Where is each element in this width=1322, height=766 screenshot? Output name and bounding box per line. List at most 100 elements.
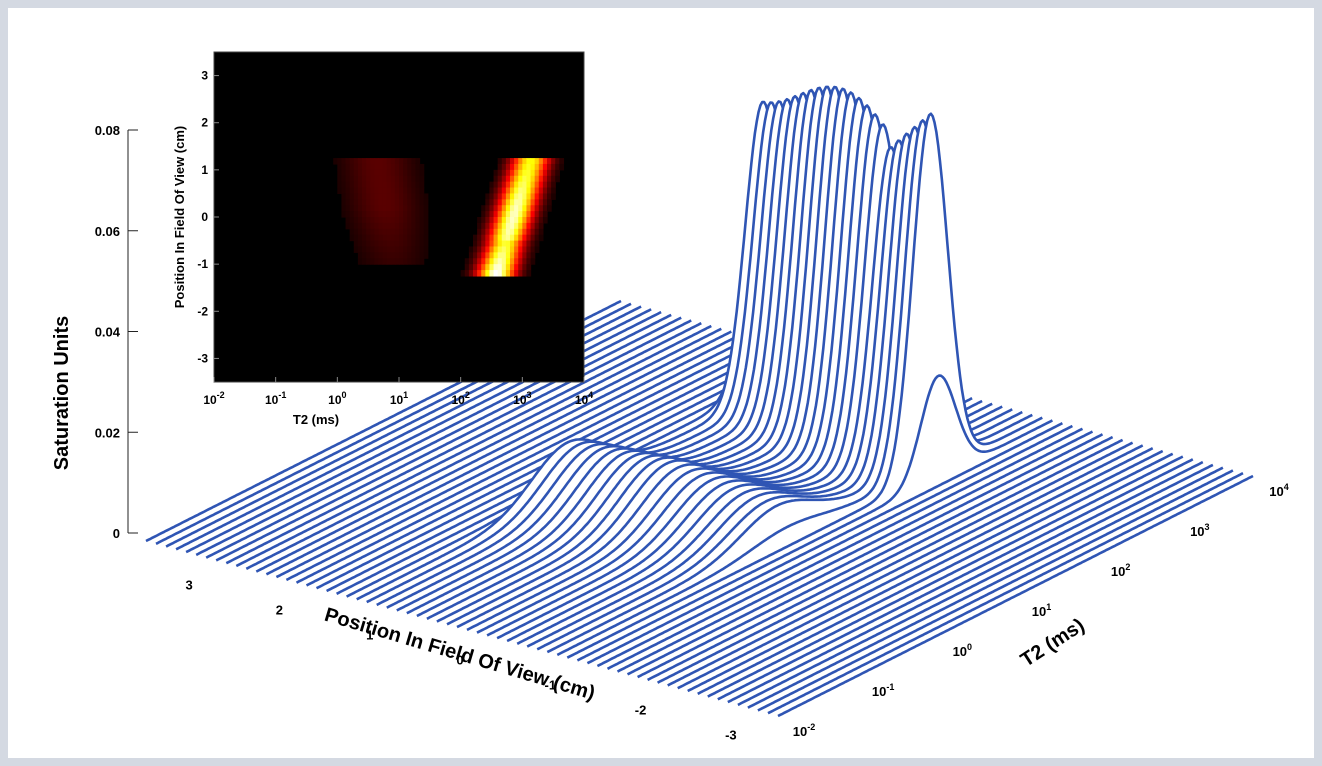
heatmap-cell	[390, 217, 396, 224]
heatmap-cell	[386, 169, 392, 177]
waterfall-series-line	[687, 449, 1164, 693]
heatmap-cell	[390, 199, 396, 206]
waterfall-series-line	[667, 444, 1144, 687]
heatmap-cell	[510, 169, 515, 177]
heatmap-cell	[538, 193, 544, 200]
t2-tick-label: 10-1	[872, 682, 894, 699]
heatmap-cell	[551, 169, 556, 177]
heatmap-cell	[411, 234, 417, 242]
heatmap-cell	[357, 234, 363, 242]
heatmap-cell	[357, 252, 363, 259]
heatmap-cell	[481, 205, 486, 212]
waterfall-series-line	[656, 441, 1134, 684]
heatmap-cell	[362, 234, 367, 242]
heatmap-cell	[386, 158, 392, 165]
heatmap-cell	[366, 158, 371, 165]
heatmap-cell	[485, 199, 491, 206]
heatmap-cell	[501, 252, 507, 259]
heatmap-cell	[341, 211, 347, 218]
heatmap-cell	[534, 199, 540, 206]
heatmap-cell	[477, 234, 482, 242]
heatmap-cell	[345, 193, 351, 200]
heatmap-cell	[337, 169, 343, 177]
heatmap-y-tick-label: 0	[201, 210, 208, 224]
heatmap-cell	[522, 158, 528, 165]
heatmap-cell	[341, 199, 347, 206]
waterfall-series-line	[225, 322, 702, 565]
heatmap-cell	[514, 169, 519, 177]
waterfall-series-line	[717, 458, 1194, 701]
heatmap-cell	[366, 240, 371, 248]
heatmap-cell	[505, 175, 511, 183]
heatmap-cell	[542, 193, 548, 200]
heatmap-cell	[419, 228, 425, 236]
heatmap-cell	[411, 240, 417, 248]
heatmap-cell	[510, 175, 515, 183]
heatmap-cell	[501, 169, 507, 177]
heatmap-cell	[390, 258, 396, 265]
heatmap-cell	[538, 228, 544, 236]
heatmap-cell	[403, 217, 408, 224]
heatmap-cell	[345, 175, 351, 183]
heatmap-cell	[497, 211, 503, 218]
heatmap-cell	[407, 181, 412, 189]
heatmap-cell	[399, 240, 404, 248]
heatmap-cell	[382, 175, 388, 183]
heatmap-cell	[403, 246, 408, 253]
heatmap-cell	[510, 205, 515, 212]
heatmap-cell	[374, 175, 380, 183]
position-tick-label: 2	[276, 603, 283, 618]
heatmap-cell	[362, 199, 367, 206]
heatmap-cell	[464, 264, 470, 271]
heatmap-cell	[394, 234, 400, 242]
heatmap-cell	[485, 252, 491, 259]
heatmap-cell	[489, 187, 495, 195]
heatmap-cell	[370, 217, 375, 224]
heatmap-cell	[497, 187, 503, 195]
heatmap-cell	[403, 222, 408, 230]
heatmap-cell	[394, 258, 400, 265]
heatmap-cell	[530, 169, 536, 177]
heatmap-cell	[501, 175, 507, 183]
heatmap-cell	[473, 240, 478, 248]
heatmap-cell	[530, 258, 536, 265]
heatmap-cell	[349, 158, 355, 165]
heatmap-cell	[489, 270, 495, 277]
heatmap-cell	[341, 175, 347, 183]
heatmap-cell	[510, 234, 515, 242]
heatmap-cell	[485, 205, 491, 212]
heatmap-cell	[551, 181, 556, 189]
heatmap-cell	[526, 222, 532, 230]
heatmap-cell	[394, 217, 400, 224]
heatmap-cell	[518, 222, 523, 230]
heatmap-cell	[394, 222, 400, 230]
heatmap-cell	[374, 246, 380, 253]
heatmap-cell	[407, 205, 412, 212]
heatmap-cell	[538, 181, 544, 189]
heatmap-cell	[407, 211, 412, 218]
heatmap-cell	[534, 234, 540, 242]
heatmap-cell	[489, 252, 495, 259]
heatmap-cell	[518, 199, 523, 206]
heatmap-cell	[349, 187, 355, 195]
heatmap-cell	[518, 169, 523, 177]
heatmap-cell	[386, 222, 392, 230]
heatmap-cell	[522, 252, 528, 259]
heatmap-cell	[423, 228, 429, 236]
heatmap-cell	[501, 240, 507, 248]
heatmap-cell	[370, 252, 375, 259]
heatmap-cell	[382, 158, 388, 165]
heatmap-cell	[473, 264, 478, 271]
heatmap-cell	[518, 158, 523, 165]
heatmap-cell	[386, 163, 392, 171]
z-tick-label: 0	[113, 526, 120, 541]
heatmap-cell	[378, 252, 384, 259]
heatmap-cell	[522, 211, 528, 218]
heatmap-cell	[366, 175, 371, 183]
heatmap-cell	[522, 240, 528, 248]
heatmap-cell	[407, 187, 412, 195]
heatmap-cell	[505, 228, 511, 236]
heatmap-cell	[423, 217, 429, 224]
heatmap-cell	[505, 270, 511, 277]
heatmap-cell	[489, 228, 495, 236]
